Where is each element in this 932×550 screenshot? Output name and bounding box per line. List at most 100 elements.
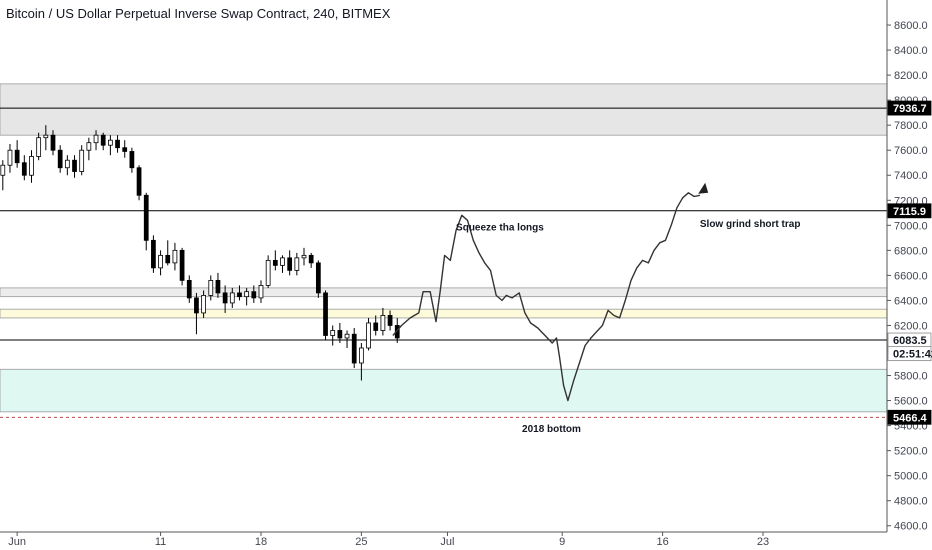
candle-body: [251, 291, 257, 299]
candle-body: [301, 254, 307, 259]
candle-body: [380, 315, 386, 331]
candle-body: [373, 322, 379, 331]
candle-body: [194, 297, 199, 314]
x-tick-label: 25: [355, 536, 367, 548]
chart-title: Bitcoin / US Dollar Perpetual Inverse Sw…: [6, 6, 391, 21]
y-tick-label: 5200.0: [894, 446, 928, 458]
candle-body: [151, 239, 156, 269]
candle-body: [308, 254, 314, 264]
candle-body: [294, 257, 300, 271]
price-tag: [887, 409, 932, 425]
price-tag-label: 5466.4: [893, 412, 928, 424]
y-tick-label: 5600.0: [894, 396, 928, 408]
y-tick-label: 7600.0: [894, 145, 928, 157]
price-tag-label: 7115.9: [893, 206, 926, 218]
candle-body: [258, 285, 264, 299]
candle-body: [165, 254, 171, 264]
candle-body: [208, 279, 214, 296]
y-axis[interactable]: 4600.04800.05000.05200.05400.05600.05800…: [886, 0, 932, 550]
x-axis[interactable]: Jun 11 18 25 Jul 9 16 23: [0, 531, 887, 548]
y-tick-label: 4600.0: [894, 521, 928, 533]
candle-body: [79, 149, 85, 172]
projection-path: [392, 192, 701, 402]
y-tick-label: 5800.0: [894, 371, 928, 383]
candle-body: [100, 134, 106, 146]
candle-body: [237, 292, 242, 298]
price-tag-label: 02:51:42: [893, 349, 932, 361]
annotation-1: Slow grind short trap: [700, 219, 801, 230]
y-axis-bg: [887, 0, 932, 550]
candle-body: [50, 134, 56, 151]
candle-body: [14, 149, 20, 164]
candle-body: [122, 147, 128, 152]
price-tag-label: 6083.5: [893, 335, 927, 347]
x-tick-label: Jun: [8, 536, 26, 548]
y-tick-label: 6400.0: [894, 295, 928, 307]
candle-body: [272, 259, 278, 266]
y-tick-label: 4800.0: [894, 496, 928, 508]
y-tick-label: 8600.0: [894, 20, 928, 32]
candle-body: [136, 167, 142, 196]
y-tick-label: 6200.0: [894, 320, 928, 332]
price-tag: [887, 100, 932, 116]
candle-body: [265, 259, 271, 286]
candle-body: [244, 291, 250, 298]
y-tick-label: 8200.0: [894, 70, 928, 82]
candle-body: [315, 262, 321, 294]
candle-body: [143, 194, 149, 241]
y-tick-label: 8400.0: [894, 45, 928, 57]
levels-layer: [0, 107, 887, 418]
price-tag-label: 7936.7: [893, 103, 927, 115]
candle-body: [29, 156, 34, 176]
candle-body: [387, 315, 393, 326]
candle-body: [36, 137, 42, 157]
zone-yellow: [0, 308, 888, 319]
candle-body: [129, 151, 135, 169]
y-tick-label: 7000.0: [894, 220, 928, 232]
zone-resistance: [0, 83, 888, 136]
candle-body: [229, 292, 235, 304]
candle-body: [323, 292, 328, 336]
candle-body: [222, 292, 228, 304]
candle-body: [186, 279, 192, 299]
arrow-icon: [698, 182, 709, 194]
annotation-2: 2018 bottom: [522, 424, 581, 435]
candle-body: [287, 257, 293, 271]
candle-body: [344, 333, 350, 339]
candle-body: [0, 164, 6, 176]
price-tag: [887, 203, 932, 219]
candle-body: [330, 330, 336, 336]
candle-body: [115, 139, 120, 149]
x-tick-label: 23: [757, 536, 769, 548]
x-tick-label: 18: [255, 536, 267, 548]
candle-body: [93, 134, 99, 144]
candle-body: [201, 295, 206, 314]
candle-body: [7, 149, 13, 166]
candle-body: [337, 330, 343, 339]
candle-body: [64, 159, 70, 169]
x-tick-label: Jul: [440, 536, 454, 548]
y-tick-label: 6800.0: [894, 245, 928, 257]
candle-body: [43, 134, 49, 139]
projection-layer: [392, 182, 709, 402]
candle-body: [179, 249, 185, 281]
candle-body: [172, 249, 178, 264]
candle-body: [108, 139, 113, 146]
y-tick-label: 6600.0: [894, 270, 928, 282]
candle-body: [21, 162, 27, 176]
candle-body: [158, 254, 163, 269]
candle-body: [72, 159, 77, 172]
x-tick-label: 11: [155, 536, 166, 548]
price-tag: [887, 346, 932, 362]
x-tick-label: 9: [559, 536, 565, 548]
zones-layer: [0, 83, 888, 413]
y-tick-label: 7400.0: [894, 170, 928, 182]
price-tags-layer: 7936.7 7115.9 6083.5 02:51:42 5466.4: [887, 100, 932, 425]
zone-mid-gray: [0, 287, 888, 298]
x-tick-label: 16: [656, 536, 668, 548]
y-tick-label: 5000.0: [894, 471, 928, 483]
annotations-layer: Squeeze tha longs Slow grind short trap 20…: [456, 219, 800, 435]
candles-layer: [0, 125, 400, 381]
candle-body: [359, 347, 364, 364]
